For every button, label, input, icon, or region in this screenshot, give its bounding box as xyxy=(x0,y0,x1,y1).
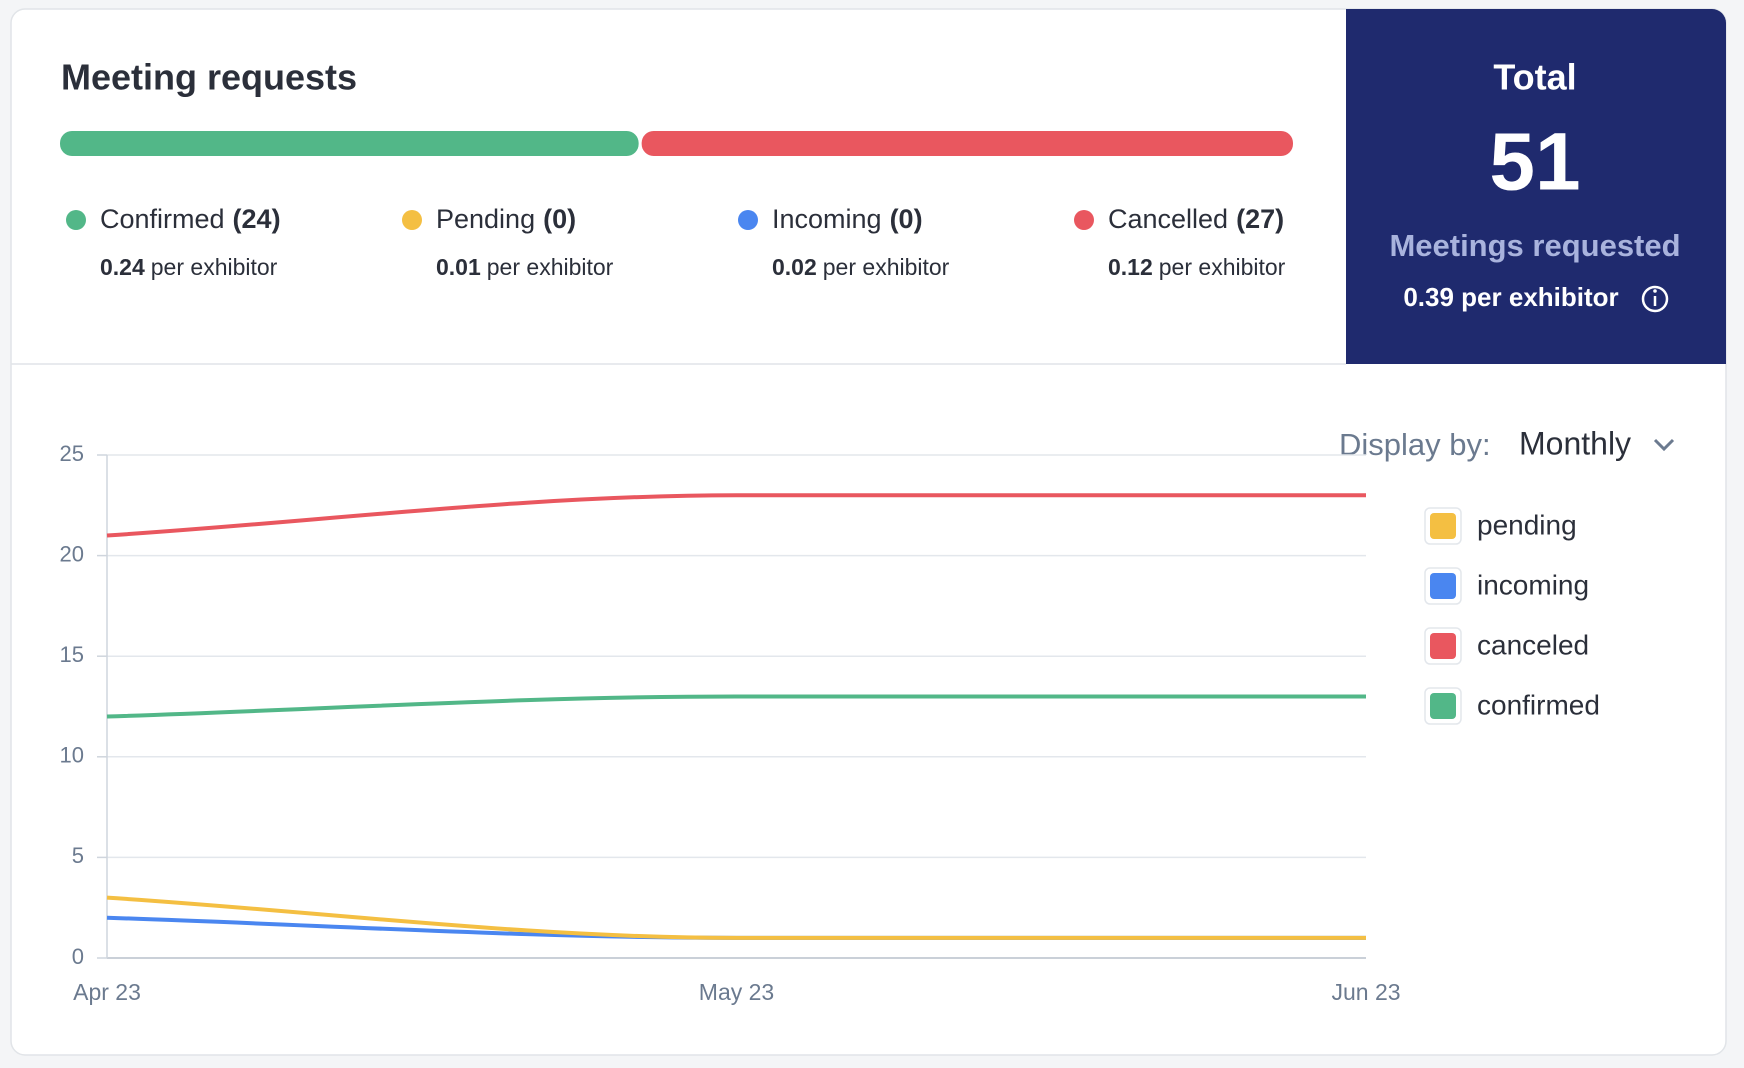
x-tick-label: May 23 xyxy=(699,979,774,1005)
title: Meeting requests xyxy=(61,57,357,98)
total-per: 0.39 per exhibitor xyxy=(1403,282,1618,312)
series-line xyxy=(106,694,1366,719)
status-per: 0.01 per exhibitor xyxy=(436,254,614,280)
total-subtitle: Meetings requested xyxy=(1389,228,1680,263)
total-panel xyxy=(1346,9,1726,364)
y-tick-label: 25 xyxy=(60,441,84,466)
status-per-value: 0.02 xyxy=(772,254,817,280)
status-label: Cancelled (27) xyxy=(1108,204,1284,234)
status-dot xyxy=(66,210,86,230)
x-tick-label: Apr 23 xyxy=(73,979,141,1005)
legend-swatch xyxy=(1430,513,1456,539)
status-per-value: 0.01 xyxy=(436,254,481,280)
status-per-value: 0.24 xyxy=(100,254,145,280)
status-per: 0.12 per exhibitor xyxy=(1108,254,1286,280)
status-label: Incoming (0) xyxy=(772,204,923,234)
x-tick-label: Jun 23 xyxy=(1331,979,1400,1005)
status-per: 0.02 per exhibitor xyxy=(772,254,950,280)
status-dot xyxy=(1074,210,1094,230)
status-per-text: per exhibitor xyxy=(487,254,614,280)
status-per-text: per exhibitor xyxy=(823,254,950,280)
legend-swatch xyxy=(1430,633,1456,659)
series-line xyxy=(106,895,1366,940)
y-tick-label: 5 xyxy=(72,843,84,868)
y-tick-label: 0 xyxy=(72,944,84,969)
status-bar-segment xyxy=(641,131,1293,156)
status-name: Confirmed xyxy=(100,204,225,234)
status-dot xyxy=(738,210,758,230)
dropdown-chevron[interactable] xyxy=(1653,438,1675,452)
total-title: Total xyxy=(1493,57,1576,98)
status-per-text: per exhibitor xyxy=(1159,254,1286,280)
legend-label: pending xyxy=(1477,509,1577,540)
status-name: Cancelled xyxy=(1108,204,1228,234)
legend-label: canceled xyxy=(1477,629,1589,660)
status-count: (0) xyxy=(890,204,923,234)
total-value: 51 xyxy=(1489,117,1580,208)
y-tick-label: 10 xyxy=(60,743,84,768)
legend-label: confirmed xyxy=(1477,689,1600,720)
legend-swatch xyxy=(1430,573,1456,599)
series-line xyxy=(106,493,1366,538)
status-count: (27) xyxy=(1236,204,1284,234)
status-count: (0) xyxy=(543,204,576,234)
legend-swatch xyxy=(1430,693,1456,719)
status-per: 0.24 per exhibitor xyxy=(100,254,278,280)
status-label: Pending (0) xyxy=(436,204,576,234)
legend-label: incoming xyxy=(1477,569,1589,600)
status-bar-segment xyxy=(60,131,639,156)
status-name: Pending xyxy=(436,204,535,234)
info-icon[interactable] xyxy=(1641,285,1669,313)
status-dot xyxy=(402,210,422,230)
display-label: Display by: xyxy=(1339,427,1491,462)
display-value[interactable]: Monthly xyxy=(1519,425,1631,461)
y-tick-label: 20 xyxy=(60,541,84,566)
status-name: Incoming xyxy=(772,204,882,234)
status-per-text: per exhibitor xyxy=(151,254,278,280)
card xyxy=(10,8,1727,1056)
status-count: (24) xyxy=(233,204,281,234)
y-tick-label: 15 xyxy=(60,642,84,667)
status-per-value: 0.12 xyxy=(1108,254,1153,280)
status-label: Confirmed (24) xyxy=(100,204,281,234)
